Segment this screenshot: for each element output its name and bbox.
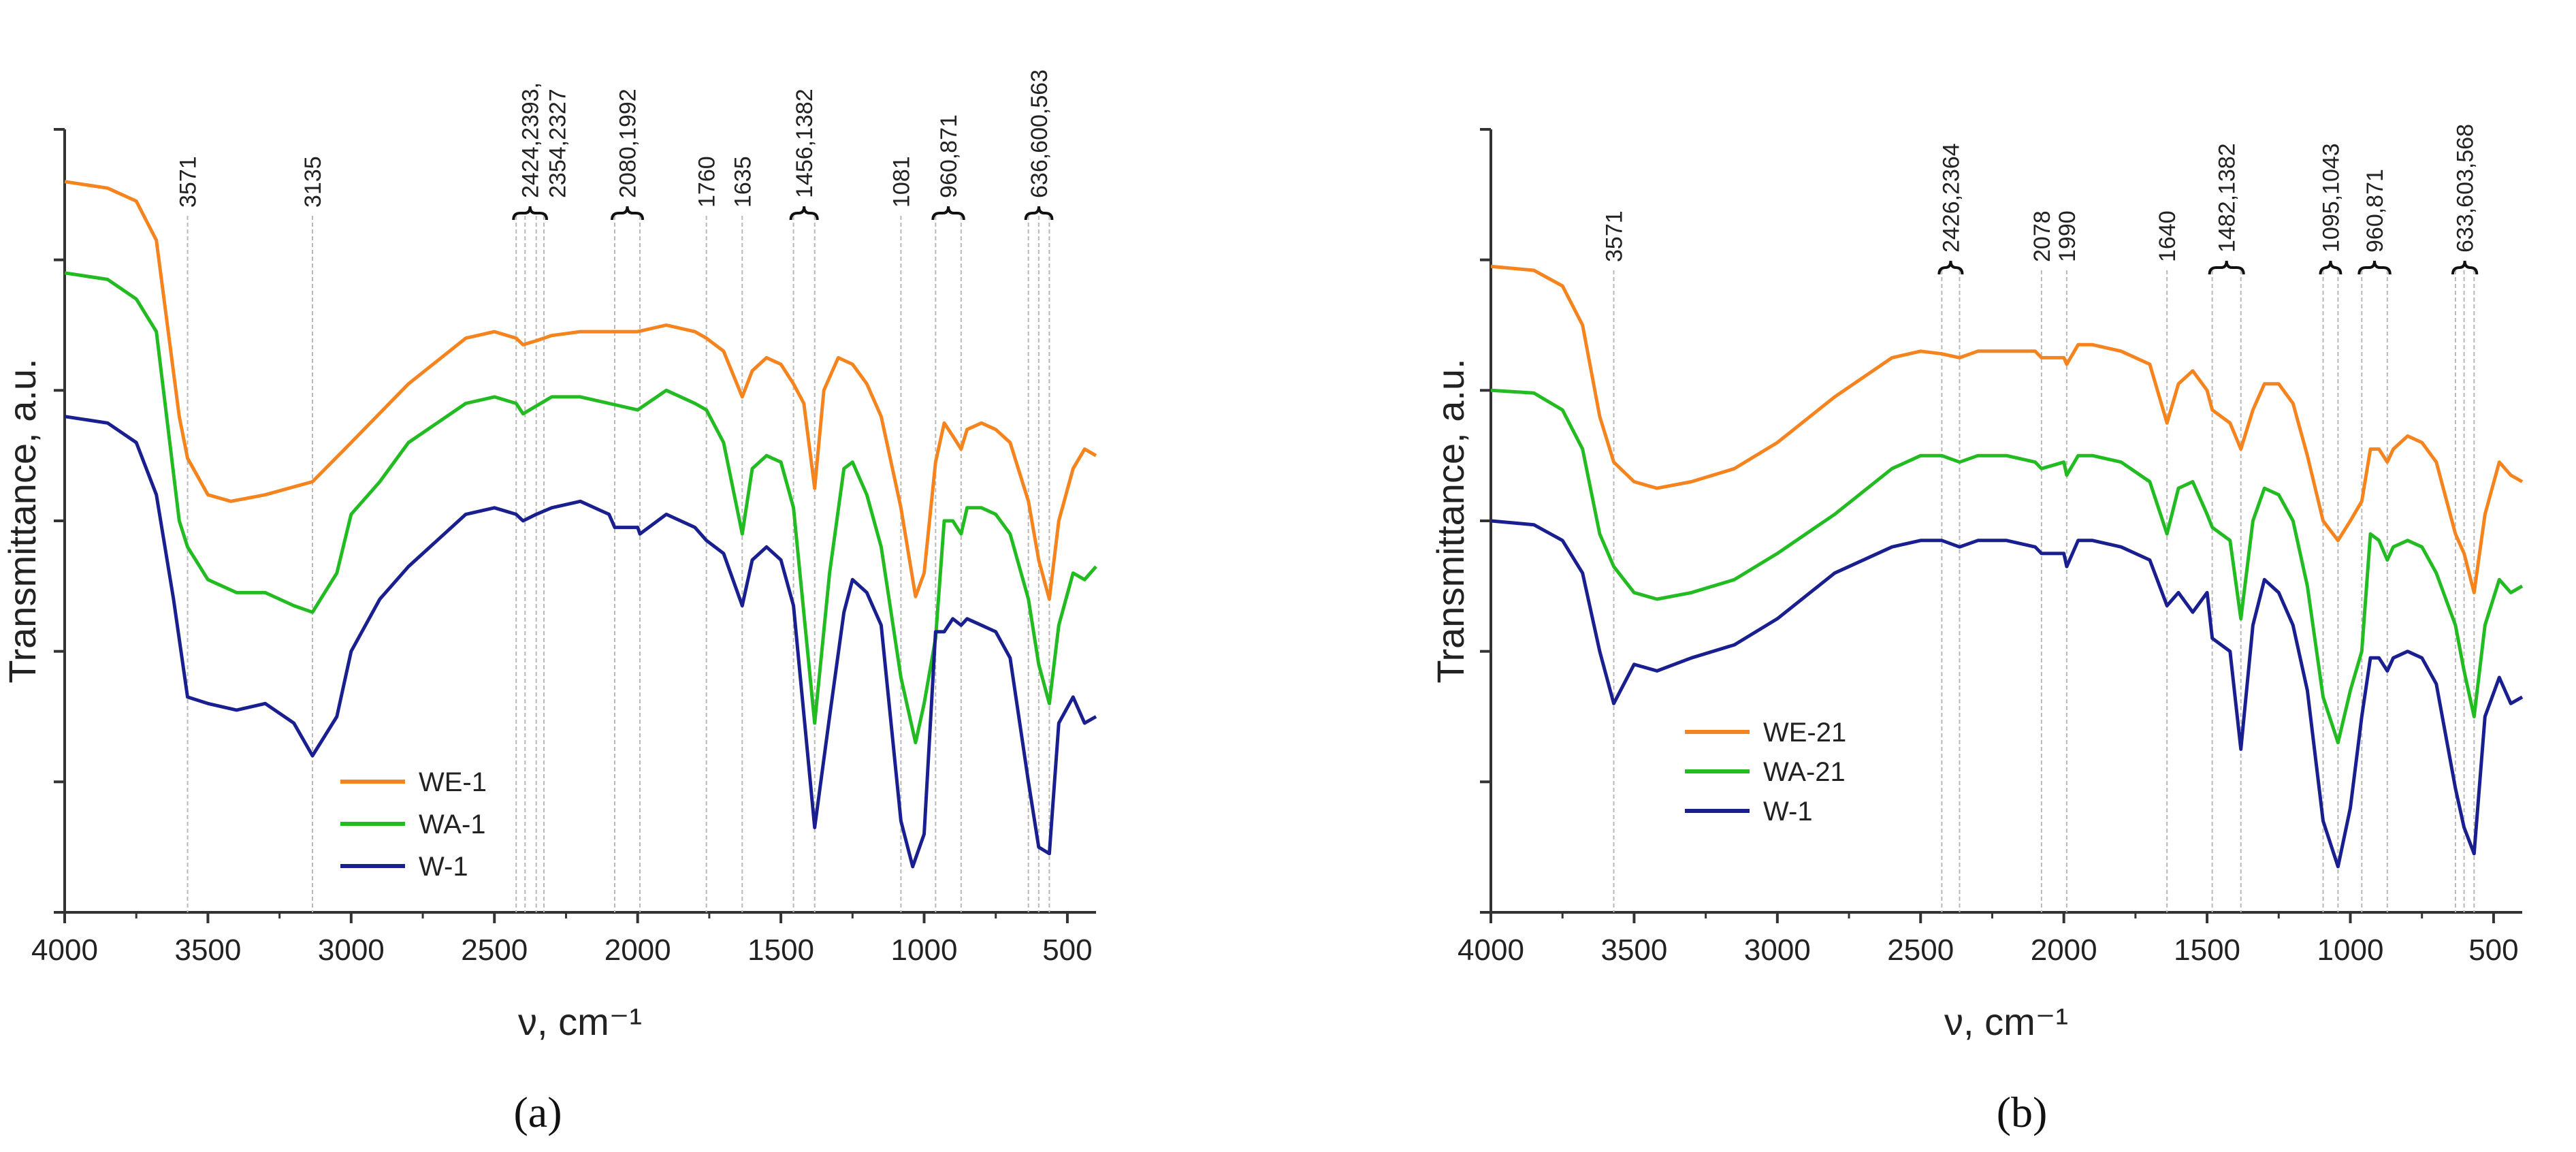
peak-bracket [931,206,965,221]
peak-label: 1760 [694,156,720,208]
x-tick-label: 500 [1042,933,1092,967]
x-tick-label: 3000 [318,933,385,967]
peak-label: 960,871 [936,114,962,198]
panel-b-series [1490,264,2524,869]
peak-label: 1482,1382 [2215,143,2240,253]
x-tick-label: 1500 [2174,933,2240,967]
peak-label: 1081 [888,156,914,208]
peak-bracket [2451,260,2479,275]
panel-b-legend: WE-21 WA-21 W-1 [1685,718,1846,827]
peak-label: 1640 [2155,210,2180,262]
panel-b: 4000 3500 3000 2500 2000 1500 1000 500 3571 2426… [1429,124,2524,1136]
peak-label: 636,600,563 [1027,69,1052,198]
peak-label: 3135 [300,156,326,208]
peak-label: 3571 [1602,210,1628,262]
x-tick-label: 2000 [605,933,671,967]
x-tick-label: 3500 [1600,933,1667,967]
peak-label: 2426,2364 [1938,143,1964,253]
legend-label-w-1: W-1 [419,852,468,882]
peak-label: 633,603,568 [2453,124,2479,253]
panel-a-label: (a) [513,1088,562,1136]
peak-bracket [611,206,645,221]
peak-label: 2424,2393, [518,82,544,198]
peak-bracket [2208,260,2245,275]
x-tick-label: 1000 [891,933,958,967]
peak-label: 2078 [2029,210,2055,262]
peak-bracket [2357,260,2392,275]
panel-b-x-axis-title: ν, cm⁻¹ [1944,1000,2068,1043]
x-tick-label: 2500 [1887,933,1954,967]
x-tick-label: 4000 [1458,933,1524,967]
x-tick-label: 3000 [1744,933,1811,967]
peak-label: 3571 [176,156,202,208]
x-tick-label: 2000 [2031,933,2097,967]
panel-a-x-ticks: 4000 3500 3000 2500 2000 1500 1000 500 [31,912,1093,967]
panel-b-y-ticks [1480,128,1491,914]
series-line-w-1 [64,415,1097,869]
peak-label: 2354,2327 [545,89,571,198]
x-tick-label: 500 [2468,933,2518,967]
panel-b-label: (b) [1997,1088,2048,1136]
panel-a-y-ticks [54,128,65,914]
legend-label-we-21: WE-21 [1763,718,1846,748]
series-line-we-1 [64,180,1097,601]
panel-b-peak-markers: 3571 2426,2364 2078 1990 1640 1482,1382 1095,1… [1602,124,2479,912]
panel-a-series [64,180,1097,869]
legend-label-w-1-b: W-1 [1763,797,1813,827]
peak-label: 960,871 [2362,169,2388,253]
peak-label: 1635 [730,156,756,208]
peak-bracket [2319,260,2342,275]
peak-label: 1095,1043 [2318,143,2344,253]
panel-a-y-axis-title: Transmittance, a.u. [1,358,44,683]
legend-label-wa-21: WA-21 [1763,757,1846,787]
x-tick-label: 4000 [31,933,98,967]
series-line-we-21 [1490,264,2524,594]
legend-label-we-1: WE-1 [419,767,487,797]
legend-label-wa-1: WA-1 [419,810,486,839]
panel-a-x-axis-title: ν, cm⁻¹ [518,1000,642,1043]
peak-bracket [1024,206,1054,221]
panel-a-legend: WE-1 WA-1 W-1 [340,767,487,882]
peak-bracket [1937,260,1964,275]
panel-a: 4000 3500 3000 2500 2000 1500 1000 500 3571 3135… [1,69,1097,1136]
x-tick-label: 1000 [2317,933,2384,967]
peak-label: 2080,1992 [615,89,641,198]
series-line-wa-1 [64,271,1097,745]
panel-a-peak-markers: 3571 3135 2424,2393, 2354,2327 2080,1992 1760… [176,69,1054,912]
series-line-w-1 [1490,519,2524,869]
x-tick-label: 1500 [747,933,814,967]
peak-bracket [512,206,549,221]
panel-b-x-ticks: 4000 3500 3000 2500 2000 1500 1000 500 [1458,912,2519,967]
panel-b-y-axis-title: Transmittance, a.u. [1429,358,1472,683]
x-tick-label: 2500 [461,933,528,967]
x-tick-label: 3500 [174,933,241,967]
peak-bracket [789,206,819,221]
peak-label: 1456,1382 [792,89,818,198]
peak-label: 1990 [2055,210,2080,262]
series-line-wa-21 [1490,388,2524,745]
